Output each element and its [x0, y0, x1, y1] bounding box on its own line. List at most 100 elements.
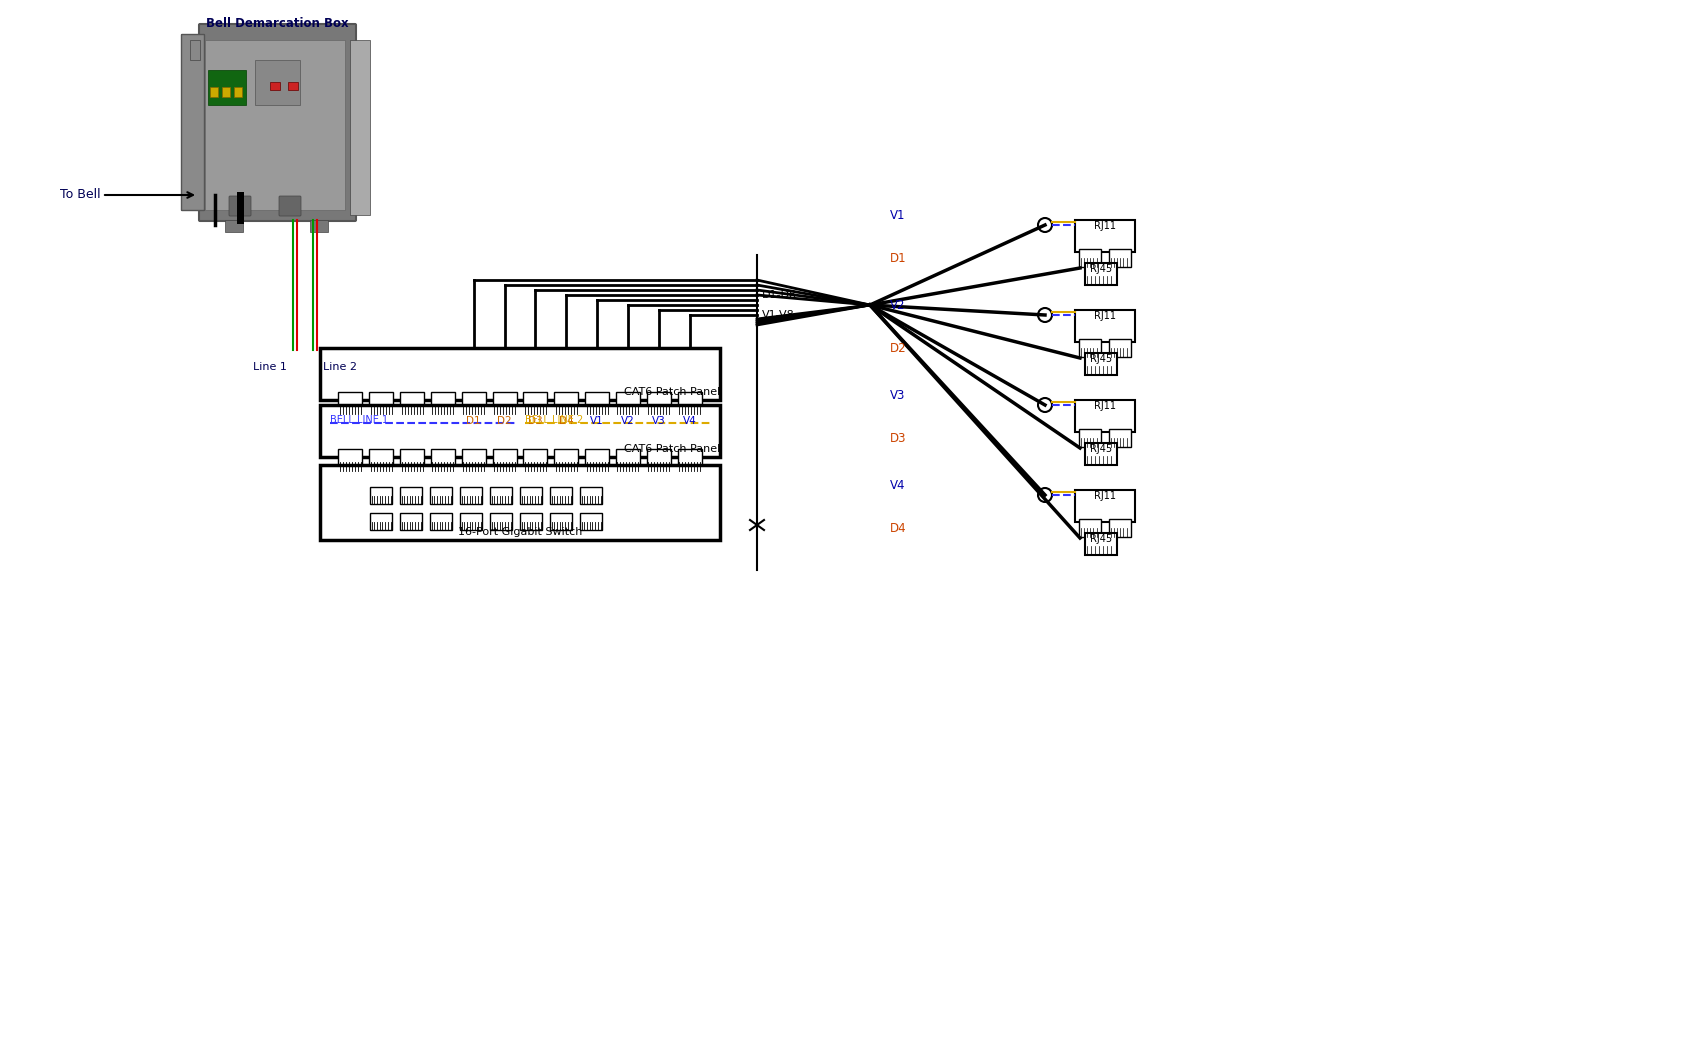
- Bar: [255, 60, 300, 105]
- FancyBboxPatch shape: [279, 196, 300, 217]
- Bar: [1079, 249, 1101, 267]
- Bar: [370, 487, 392, 504]
- Text: D3: D3: [528, 416, 544, 426]
- Bar: [400, 449, 424, 471]
- Text: Bell Demarcation Box: Bell Demarcation Box: [206, 17, 349, 30]
- Bar: [370, 449, 393, 471]
- Bar: [616, 392, 640, 414]
- Bar: [208, 70, 246, 105]
- Text: RJ45: RJ45: [1090, 354, 1112, 364]
- Bar: [581, 513, 603, 530]
- Bar: [677, 449, 702, 471]
- Bar: [463, 449, 486, 471]
- Bar: [235, 87, 241, 97]
- Bar: [1075, 310, 1134, 342]
- Circle shape: [1038, 488, 1052, 502]
- Bar: [1075, 400, 1134, 432]
- Bar: [461, 487, 483, 504]
- Bar: [1075, 220, 1134, 252]
- Bar: [338, 392, 363, 414]
- Text: D3: D3: [890, 432, 906, 445]
- Text: V2: V2: [890, 299, 905, 312]
- Text: D1: D1: [890, 252, 906, 265]
- Bar: [321, 405, 721, 457]
- Bar: [463, 392, 486, 414]
- Bar: [677, 392, 702, 414]
- Text: V4: V4: [682, 416, 697, 426]
- Bar: [523, 392, 547, 414]
- Text: RJ45: RJ45: [1090, 264, 1112, 274]
- Text: V2: V2: [621, 416, 635, 426]
- Bar: [586, 392, 609, 414]
- Text: 16-Port Gigabit Switch: 16-Port Gigabit Switch: [457, 527, 582, 537]
- Bar: [523, 449, 547, 471]
- Bar: [1079, 339, 1101, 357]
- Bar: [321, 348, 721, 400]
- Bar: [311, 220, 327, 232]
- Bar: [1109, 249, 1131, 267]
- Text: D4: D4: [890, 522, 906, 535]
- Text: V3: V3: [652, 416, 665, 426]
- Bar: [647, 392, 670, 414]
- Bar: [204, 40, 344, 210]
- Bar: [321, 465, 721, 540]
- Bar: [370, 513, 392, 530]
- Bar: [581, 487, 603, 504]
- Text: D2: D2: [890, 342, 906, 355]
- Bar: [400, 392, 424, 414]
- Bar: [1085, 444, 1117, 465]
- Text: V1: V1: [890, 209, 905, 222]
- Bar: [400, 487, 422, 504]
- Text: D1-D8: D1-D8: [761, 290, 797, 300]
- Text: RJ11: RJ11: [1094, 401, 1116, 411]
- Bar: [209, 87, 218, 97]
- Bar: [430, 487, 452, 504]
- Circle shape: [1038, 218, 1052, 232]
- Bar: [647, 449, 670, 471]
- Bar: [493, 392, 517, 414]
- Bar: [1079, 519, 1101, 537]
- Bar: [338, 449, 363, 471]
- FancyBboxPatch shape: [230, 196, 252, 217]
- Text: Line 1: Line 1: [253, 362, 287, 372]
- Text: RJ45: RJ45: [1090, 535, 1112, 544]
- Bar: [430, 449, 456, 471]
- Text: BELL LINE 1: BELL LINE 1: [329, 415, 388, 425]
- FancyBboxPatch shape: [182, 35, 204, 210]
- Text: D1: D1: [466, 416, 481, 426]
- Bar: [225, 220, 243, 232]
- Bar: [1085, 533, 1117, 555]
- Bar: [1079, 429, 1101, 447]
- Bar: [430, 513, 452, 530]
- Bar: [370, 392, 393, 414]
- Bar: [461, 513, 483, 530]
- Text: To Bell: To Bell: [61, 188, 101, 202]
- Text: CAT6 Patch Panel: CAT6 Patch Panel: [625, 387, 721, 397]
- Bar: [289, 82, 299, 90]
- Bar: [586, 449, 609, 471]
- Bar: [1109, 429, 1131, 447]
- Text: RJ11: RJ11: [1094, 311, 1116, 321]
- Bar: [1085, 263, 1117, 285]
- Bar: [490, 513, 511, 530]
- Bar: [349, 40, 370, 215]
- Text: BELL LINE 2: BELL LINE 2: [525, 415, 584, 425]
- FancyBboxPatch shape: [199, 24, 356, 221]
- Bar: [1075, 490, 1134, 522]
- Text: Line 2: Line 2: [322, 362, 356, 372]
- Text: V4: V4: [890, 479, 905, 492]
- Text: D2: D2: [498, 416, 511, 426]
- Circle shape: [1038, 397, 1052, 412]
- Text: RJ11: RJ11: [1094, 221, 1116, 231]
- Bar: [1109, 339, 1131, 357]
- Bar: [554, 392, 579, 414]
- Text: RJ11: RJ11: [1094, 491, 1116, 501]
- Bar: [430, 392, 456, 414]
- Bar: [550, 513, 572, 530]
- Bar: [191, 40, 199, 60]
- Bar: [616, 449, 640, 471]
- Bar: [1109, 519, 1131, 537]
- Text: V1: V1: [591, 416, 604, 426]
- Text: CAT6 Patch Panel: CAT6 Patch Panel: [625, 444, 721, 454]
- Text: RJ45: RJ45: [1090, 444, 1112, 454]
